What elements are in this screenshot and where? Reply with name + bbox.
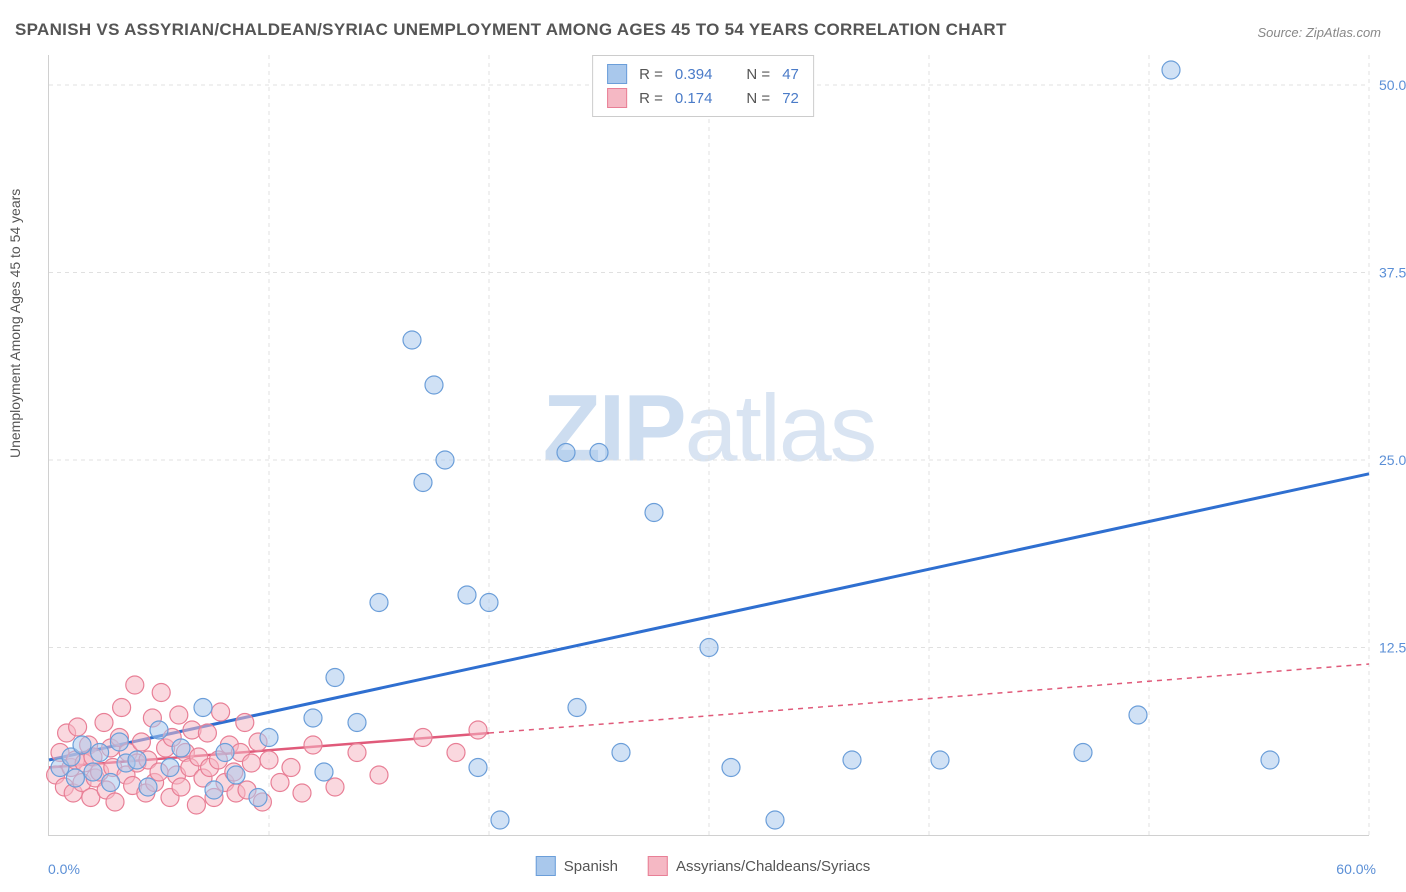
x-axis-origin-label: 0.0% bbox=[48, 861, 80, 877]
stats-r-label: R = bbox=[639, 66, 663, 83]
svg-text:25.0%: 25.0% bbox=[1379, 452, 1406, 468]
stats-n-label: N = bbox=[746, 90, 770, 107]
svg-text:12.5%: 12.5% bbox=[1379, 640, 1406, 656]
stats-row-assyrian: R = 0.174 N = 72 bbox=[607, 86, 799, 110]
swatch-spanish bbox=[536, 856, 556, 876]
legend-item-spanish: Spanish bbox=[536, 856, 618, 876]
legend-item-assyrian: Assyrians/Chaldeans/Syriacs bbox=[648, 856, 870, 876]
stats-r-value: 0.394 bbox=[675, 66, 713, 83]
stats-r-label: R = bbox=[639, 90, 663, 107]
stats-r-value: 0.174 bbox=[675, 90, 713, 107]
stats-n-value: 72 bbox=[782, 90, 799, 107]
chart-plot-area: ZIPatlas 12.5%25.0%37.5%50.0% bbox=[48, 55, 1369, 836]
swatch-assyrian bbox=[648, 856, 668, 876]
stats-n-value: 47 bbox=[782, 66, 799, 83]
source-attribution: Source: ZipAtlas.com bbox=[1257, 25, 1381, 40]
svg-text:37.5%: 37.5% bbox=[1379, 265, 1406, 281]
correlation-stats-box: R = 0.394 N = 47 R = 0.174 N = 72 bbox=[592, 55, 814, 117]
swatch-spanish bbox=[607, 64, 627, 84]
swatch-assyrian bbox=[607, 88, 627, 108]
chart-title: SPANISH VS ASSYRIAN/CHALDEAN/SYRIAC UNEM… bbox=[15, 20, 1007, 40]
x-axis-end-label: 60.0% bbox=[1336, 861, 1376, 877]
scatter-svg: 12.5%25.0%37.5%50.0% bbox=[49, 55, 1369, 835]
stats-n-label: N = bbox=[746, 66, 770, 83]
svg-text:50.0%: 50.0% bbox=[1379, 77, 1406, 93]
legend-label: Spanish bbox=[564, 858, 618, 875]
y-axis-label: Unemployment Among Ages 45 to 54 years bbox=[7, 189, 23, 458]
stats-row-spanish: R = 0.394 N = 47 bbox=[607, 62, 799, 86]
series-legend: Spanish Assyrians/Chaldeans/Syriacs bbox=[536, 856, 870, 876]
legend-label: Assyrians/Chaldeans/Syriacs bbox=[676, 858, 870, 875]
